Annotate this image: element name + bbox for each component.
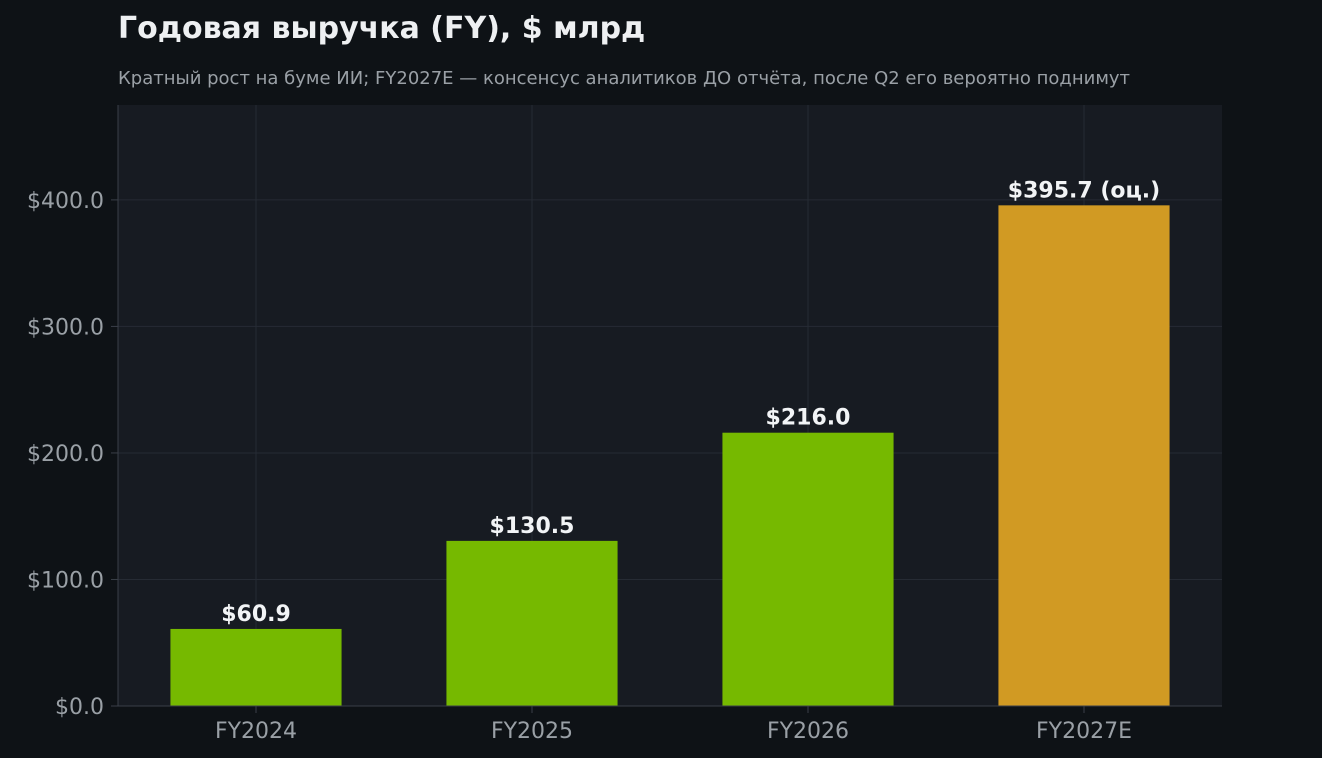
y-tick-label: $400.0 xyxy=(27,189,104,214)
x-tick-label: FY2026 xyxy=(767,719,849,744)
y-tick-label: $100.0 xyxy=(27,568,104,593)
x-tick-label: FY2025 xyxy=(491,719,573,744)
bar-fy2026 xyxy=(722,432,894,706)
chart-title: Годовая выручка (FY), $ млрд xyxy=(118,11,645,46)
y-tick-label: $0.0 xyxy=(55,695,104,720)
data-label-fy2027e: $395.7 (оц.) xyxy=(1008,178,1160,203)
x-tick-label: FY2024 xyxy=(215,719,297,744)
data-labels: $60.9 $130.5 $216.0 $395.7 (оц.) xyxy=(221,178,1160,627)
y-tick-label: $200.0 xyxy=(27,442,104,467)
bar-fy2025 xyxy=(446,540,618,706)
chart-subtitle: Кратный рост на буме ИИ; FY2027E — консе… xyxy=(118,68,1130,89)
data-label-fy2024: $60.9 xyxy=(221,602,291,627)
bars xyxy=(170,205,1170,706)
data-label-fy2025: $130.5 xyxy=(490,514,575,539)
axes xyxy=(117,105,1222,707)
bar-fy2024 xyxy=(170,628,342,706)
y-tick-label: $300.0 xyxy=(27,315,104,340)
data-label-fy2026: $216.0 xyxy=(766,406,851,431)
axis-ticks: $0.0 $100.0 $200.0 $300.0 $400.0 FY2024 FY2025… xyxy=(27,189,1132,744)
x-tick-label: FY2027E xyxy=(1036,719,1132,744)
bar-fy2027e xyxy=(998,205,1170,706)
